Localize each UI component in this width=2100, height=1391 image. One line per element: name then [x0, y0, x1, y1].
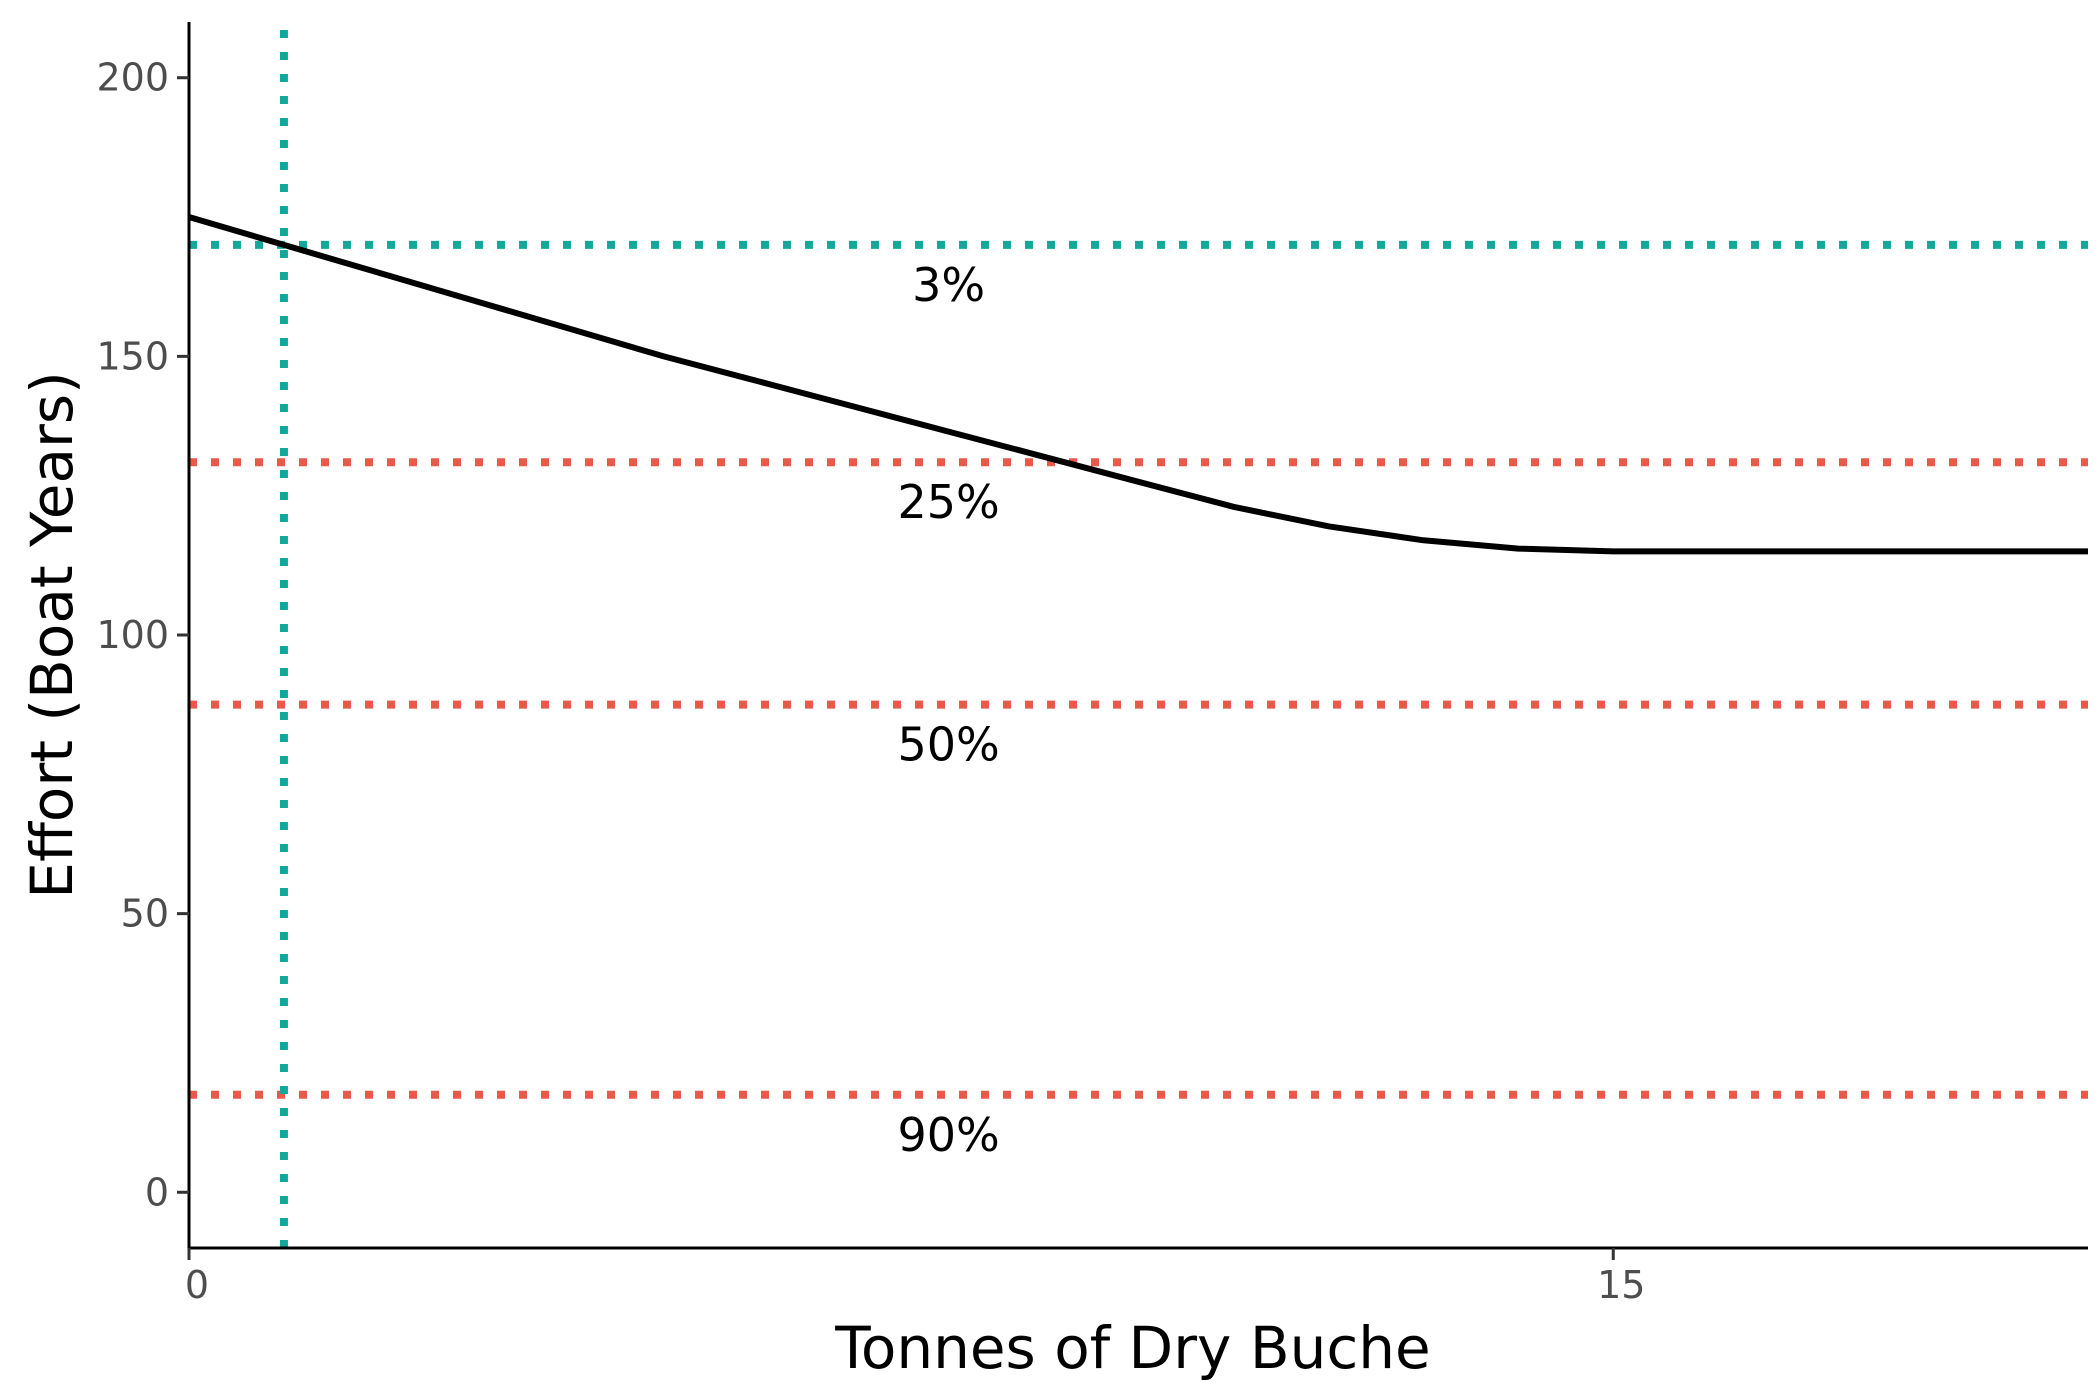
axes	[187, 22, 2088, 1250]
ref-label-25pct: 25%	[897, 475, 999, 529]
x-tick-label-0: 0	[185, 1263, 209, 1307]
ref-label-90pct: 90%	[897, 1108, 999, 1162]
series-line-0	[188, 214, 2088, 555]
y-tick-label-50: 50	[121, 892, 169, 936]
y-tick-label-200: 200	[96, 56, 169, 100]
reference-labels: 3% 25% 50% 90%	[897, 258, 999, 1162]
ref-label-3pct: 3%	[912, 258, 985, 312]
y-tick-label-150: 150	[96, 334, 169, 378]
y-tick-label-100: 100	[96, 613, 169, 657]
ref-label-50pct: 50%	[897, 718, 999, 772]
ticks: 0 50 100 150 200 0 15	[96, 56, 1645, 1307]
y-axis-title: Effort (Boat Years)	[18, 371, 86, 898]
reference-lines	[189, 30, 2088, 1248]
x-tick-label-15: 15	[1597, 1263, 1645, 1307]
series-layer	[188, 214, 2088, 555]
x-axis-title: Tonnes of Dry Buche	[834, 1314, 1430, 1382]
y-tick-label-0: 0	[145, 1170, 169, 1214]
